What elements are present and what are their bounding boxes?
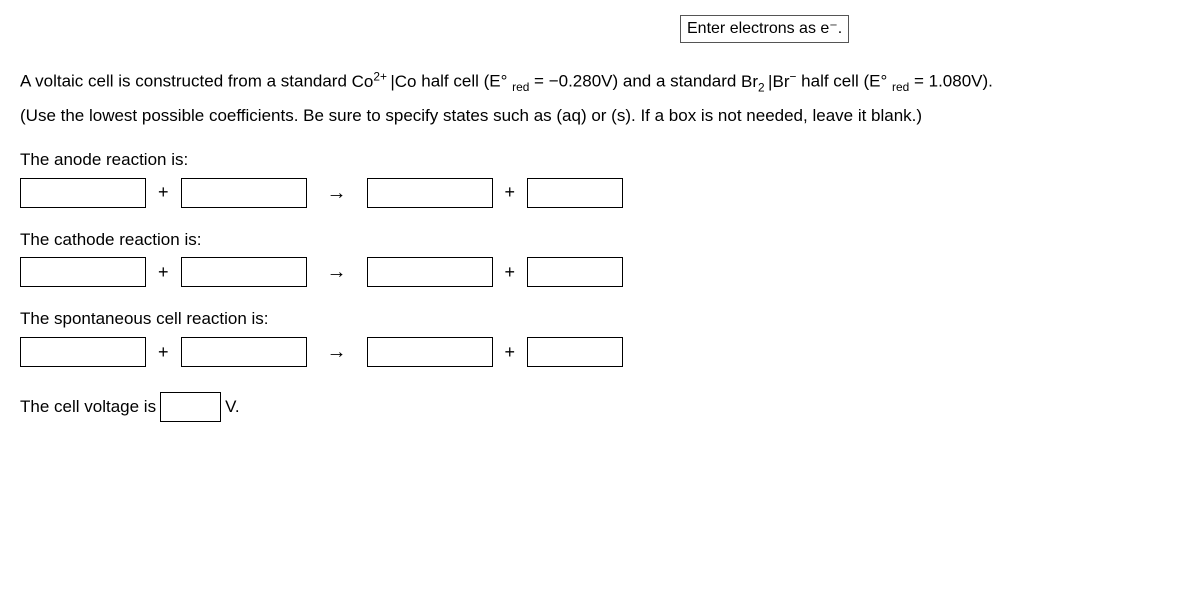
- anode-reactant-2-input[interactable]: [181, 178, 307, 208]
- instruction-text: (Use the lowest possible coefficients. B…: [20, 106, 922, 125]
- cell-reactant-1-input[interactable]: [20, 337, 146, 367]
- red-sub-1: red: [512, 80, 529, 94]
- problem-instruction: (Use the lowest possible coefficients. B…: [20, 104, 1180, 128]
- cathode-reactant-2-input[interactable]: [181, 257, 307, 287]
- eq1: =: [529, 72, 548, 91]
- cathode-reaction-row: + → +: [20, 257, 1180, 287]
- anode-product-1-input[interactable]: [367, 178, 493, 208]
- eq2: =: [909, 72, 928, 91]
- plus-symbol: +: [158, 340, 169, 365]
- cell-reaction-label: The spontaneous cell reaction is:: [20, 307, 1180, 331]
- cathode-reactant-1-input[interactable]: [20, 257, 146, 287]
- text-mid2: ) and a standard: [613, 72, 742, 91]
- text-pre: A voltaic cell is constructed from a sta…: [20, 72, 352, 91]
- problem-statement-line1: A voltaic cell is constructed from a sta…: [20, 68, 1180, 96]
- red-sub-2: red: [892, 80, 909, 94]
- anode-product-2-input[interactable]: [527, 178, 623, 208]
- hint-box: Enter electrons as e⁻.: [680, 15, 849, 43]
- anode-reaction-row: + → +: [20, 178, 1180, 208]
- halfcell-1-species: Co2+ |Co: [352, 72, 417, 91]
- text-mid3: half cell (E°: [796, 72, 892, 91]
- cell-product-2-input[interactable]: [527, 337, 623, 367]
- voltage-input[interactable]: [160, 392, 221, 422]
- text-end: ).: [983, 72, 993, 91]
- anode-reactant-1-input[interactable]: [20, 178, 146, 208]
- plus-symbol: +: [158, 260, 169, 285]
- cell-product-1-input[interactable]: [367, 337, 493, 367]
- e2-value: 1.080V: [929, 72, 983, 91]
- cell-reactant-2-input[interactable]: [181, 337, 307, 367]
- plus-symbol: +: [505, 180, 516, 205]
- arrow-icon: →: [327, 258, 347, 286]
- cell-reaction-row: + → +: [20, 337, 1180, 367]
- arrow-icon: →: [327, 179, 347, 207]
- voltage-unit: V.: [225, 395, 240, 419]
- cathode-label: The cathode reaction is:: [20, 228, 1180, 252]
- hint-text: Enter electrons as e⁻.: [687, 20, 842, 37]
- plus-symbol: +: [505, 260, 516, 285]
- voltage-label-pre: The cell voltage is: [20, 395, 156, 419]
- arrow-icon: →: [327, 338, 347, 366]
- cathode-product-1-input[interactable]: [367, 257, 493, 287]
- anode-label: The anode reaction is:: [20, 148, 1180, 172]
- plus-symbol: +: [158, 180, 169, 205]
- e1-value: −0.280V: [549, 72, 613, 91]
- plus-symbol: +: [505, 340, 516, 365]
- halfcell-2-species: Br2 |Br−: [741, 72, 796, 91]
- voltage-row: The cell voltage is V.: [20, 392, 1180, 422]
- text-mid1: half cell (E°: [417, 72, 513, 91]
- cathode-product-2-input[interactable]: [527, 257, 623, 287]
